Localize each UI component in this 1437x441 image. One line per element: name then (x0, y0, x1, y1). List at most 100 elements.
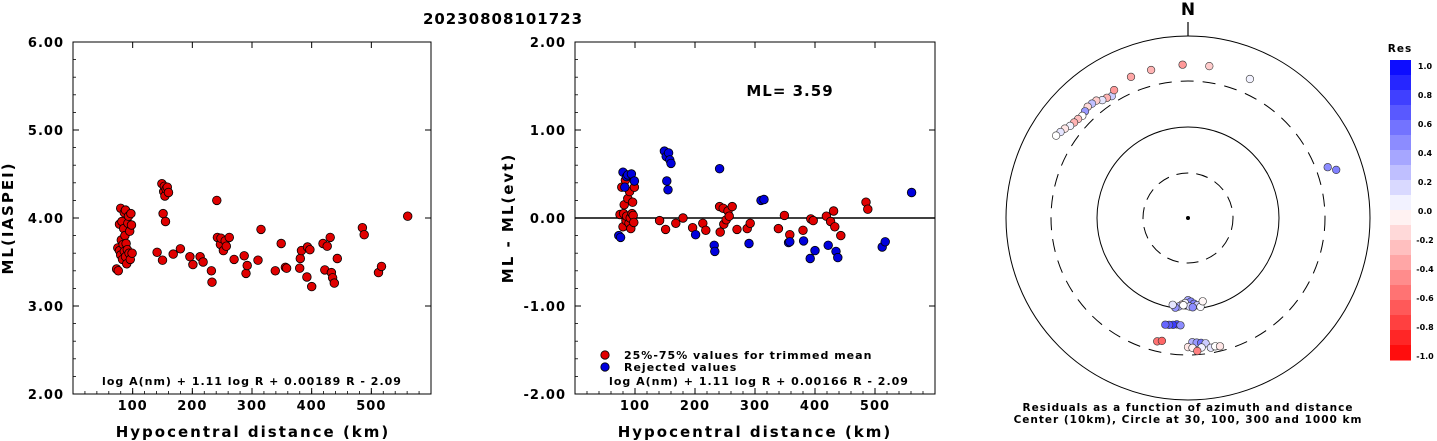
data-point (198, 257, 208, 267)
station-marker (1157, 336, 1166, 346)
data-point (744, 238, 754, 249)
x-tick-label: 400 (800, 399, 830, 414)
colorbar-cell (1390, 240, 1411, 256)
data-point (322, 241, 332, 251)
epicenter-dot (1186, 216, 1190, 220)
x-tick-label: 500 (860, 399, 890, 414)
data-point (701, 225, 711, 236)
panel-ml-residual: 100 200 300 400 500 -2.00 -1.00 0.00 1.00 2.00 Hy… (499, 36, 936, 441)
station-marker (1188, 303, 1197, 312)
colorbar-cell (1390, 195, 1411, 211)
data-point (126, 208, 136, 219)
data-point (359, 229, 369, 240)
data-point (671, 218, 681, 229)
data-point (157, 255, 168, 265)
y-tick-label: 2.00 (28, 388, 64, 403)
x-tick-label: 300 (237, 399, 267, 414)
data-point (229, 254, 239, 265)
colorbar-tick-label: -0.2 (1416, 236, 1434, 245)
colorbar-title: Res (1388, 43, 1412, 55)
data-point (242, 260, 252, 271)
x-tick-label: 100 (620, 399, 650, 414)
x-tick-label: 400 (297, 399, 327, 414)
data-point (906, 187, 917, 198)
data-points (614, 146, 917, 264)
data-point (805, 253, 815, 264)
y-tick-label: 1.00 (530, 124, 566, 139)
station-marker (1179, 301, 1188, 310)
data-point (823, 240, 833, 251)
data-point (715, 227, 725, 237)
data-point (627, 197, 638, 207)
colorbar-tick-label: 0.4 (1418, 149, 1433, 158)
colorbar-cell (1390, 75, 1411, 91)
data-point (325, 232, 335, 243)
data-point (798, 225, 808, 236)
y-tick-label: 4.00 (28, 212, 64, 227)
data-point (836, 230, 846, 241)
data-point (224, 232, 235, 243)
formula-text: log A(nm) + 1.11 log R + 0.00189 R - 2.0… (102, 375, 402, 388)
x-axis-label: Hypocentral distance (km) (116, 423, 391, 441)
data-point (160, 216, 171, 227)
data-point (212, 195, 222, 206)
north-label: N (1181, 0, 1195, 20)
data-point (158, 208, 168, 219)
colorbar-tick-label: 1.0 (1418, 62, 1433, 71)
ml-annotation: ML= 3.59 (746, 82, 833, 100)
data-point (727, 201, 737, 212)
colorbar-cell (1390, 255, 1411, 271)
data-point (276, 238, 286, 249)
colorbar-cell (1390, 105, 1411, 121)
data-point (207, 277, 217, 287)
colorbar-tick-label: 0.0 (1418, 207, 1433, 216)
station-marker (1176, 321, 1185, 330)
data-point (880, 237, 890, 247)
data-points (111, 178, 413, 292)
x-tick-label: 100 (118, 399, 148, 414)
colorbar-cell (1390, 60, 1411, 76)
circle-30km (1142, 172, 1234, 264)
data-point (662, 176, 672, 186)
station-marker (1168, 300, 1177, 309)
data-point (329, 278, 340, 288)
data-point (666, 158, 676, 169)
data-point (620, 182, 630, 192)
data-point (221, 241, 232, 251)
colorbar-cell (1390, 210, 1411, 226)
data-point (163, 187, 174, 198)
y-tick-label: -1.00 (524, 300, 566, 315)
colorbar-tick-label: 0.2 (1418, 178, 1432, 187)
station-marker (1178, 60, 1187, 69)
data-point (629, 217, 639, 228)
data-point (785, 237, 795, 247)
data-point (206, 266, 217, 276)
data-point (810, 245, 820, 256)
colorbar-tick-label: -0.6 (1416, 294, 1434, 303)
station-markers (1051, 60, 1341, 356)
panel-azimuth-map: N Residuals as a function of azimuth and… (1005, 0, 1371, 426)
data-point (678, 213, 688, 223)
data-point (629, 176, 640, 186)
data-point (808, 215, 818, 226)
colorbar-cell (1390, 135, 1411, 151)
y-tick-label: 2.00 (530, 36, 566, 51)
x-tick-label: 500 (356, 399, 386, 414)
colorbar-cell (1390, 150, 1411, 166)
data-point (779, 210, 790, 221)
data-point (759, 194, 769, 205)
legend-label-trimmed: 25%-75% values for trimmed mean (624, 349, 872, 362)
data-point (615, 232, 626, 243)
data-point (745, 218, 755, 229)
x-tick-label: 200 (177, 399, 207, 414)
panel-ml-iaspei: 100 200 300 400 500 2.00 3.00 4.00 5.00 6.00 Hypo… (0, 36, 432, 441)
data-point (256, 224, 266, 235)
x-axis-label: Hypocentral distance (km) (618, 423, 893, 441)
y-tick-label: 3.00 (28, 300, 64, 315)
colorbar-cell (1390, 330, 1411, 346)
data-point (281, 263, 292, 273)
data-point (660, 224, 671, 235)
colorbar-tick-label: -0.8 (1416, 323, 1434, 332)
y-tick-label: -2.00 (524, 388, 566, 403)
